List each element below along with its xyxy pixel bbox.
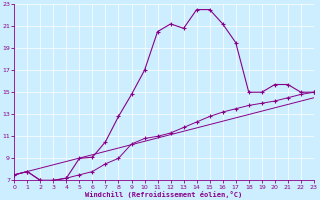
- X-axis label: Windchill (Refroidissement éolien,°C): Windchill (Refroidissement éolien,°C): [85, 191, 243, 198]
